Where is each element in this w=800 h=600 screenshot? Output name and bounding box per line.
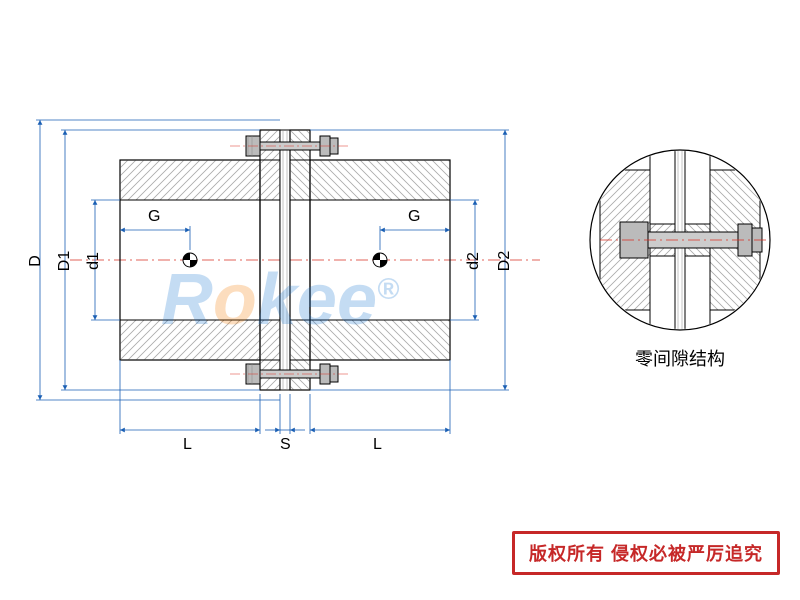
dim-G-right: G bbox=[408, 208, 420, 226]
dim-S: S bbox=[280, 436, 291, 454]
copyright-stamp: 版权所有 侵权必被严厉追究 bbox=[512, 531, 780, 575]
dim-D: D bbox=[27, 255, 45, 267]
detail-view bbox=[590, 150, 770, 330]
dim-d1: d1 bbox=[85, 252, 103, 270]
drawing-canvas bbox=[0, 0, 800, 600]
dim-d2: d2 bbox=[465, 252, 483, 270]
dim-L-right: L bbox=[373, 436, 382, 454]
dim-D2: D2 bbox=[496, 251, 514, 271]
dim-G-left: G bbox=[148, 208, 160, 226]
dim-L-left: L bbox=[183, 436, 192, 454]
dim-D1: D1 bbox=[56, 251, 74, 271]
disc-pack bbox=[280, 130, 290, 390]
detail-label: 零间隙结构 bbox=[635, 345, 725, 371]
